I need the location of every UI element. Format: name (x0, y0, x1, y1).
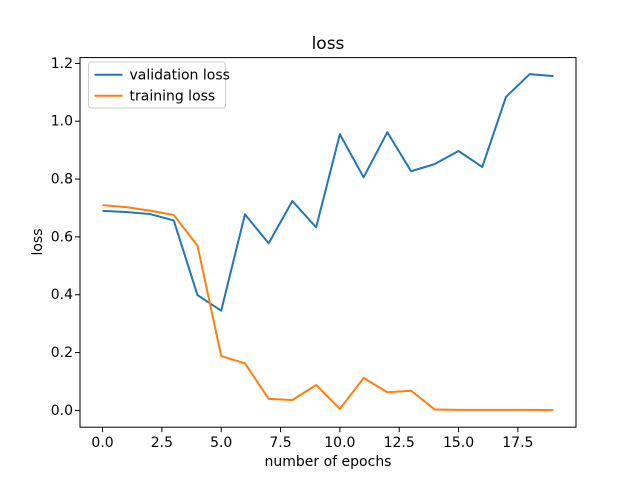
legend: validation loss training loss (88, 61, 230, 109)
y-tick-label: 0.6 (51, 229, 73, 245)
legend-item: validation loss (94, 68, 230, 84)
plot-render-root: 0.0 2.5 5.0 7.5 10.0 12.5 15.0 17.5 0.0 0.2 0.4 0.6… (51, 56, 577, 451)
y-tick-label: 0.8 (51, 172, 73, 188)
y-tick-label: 0.4 (51, 287, 73, 303)
y-tick-label: 1.0 (51, 114, 73, 130)
y-tick-label: 1.2 (51, 56, 73, 72)
plot-area-border (79, 57, 577, 428)
y-tick-label: 0.2 (51, 345, 73, 361)
legend-label: validation loss (130, 68, 230, 84)
chart-title: loss (312, 34, 345, 54)
x-tick-label: 0.0 (91, 435, 113, 451)
x-tick-label: 17.5 (502, 435, 533, 451)
legend-box (88, 61, 226, 109)
x-tick-label: 2.5 (151, 435, 173, 451)
legend-item: training loss (94, 89, 216, 105)
y-axis-label: loss (30, 228, 46, 255)
legend-label: training loss (130, 89, 216, 105)
x-tick-label: 5.0 (210, 435, 232, 451)
training-loss-line (102, 204, 554, 412)
x-tick-label: 12.5 (384, 435, 415, 451)
x-axis-label: number of epochs (265, 454, 392, 470)
y-tick-label: 0.0 (51, 403, 73, 419)
x-tick-label: 7.5 (269, 435, 291, 451)
x-tick-label: 10.0 (324, 435, 355, 451)
x-tick-label: 15.0 (443, 435, 474, 451)
validation-loss-line (102, 73, 554, 312)
